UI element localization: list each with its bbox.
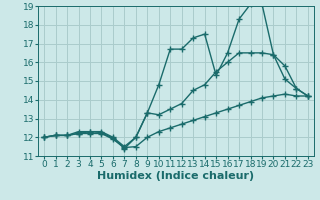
X-axis label: Humidex (Indice chaleur): Humidex (Indice chaleur) [97, 171, 255, 181]
